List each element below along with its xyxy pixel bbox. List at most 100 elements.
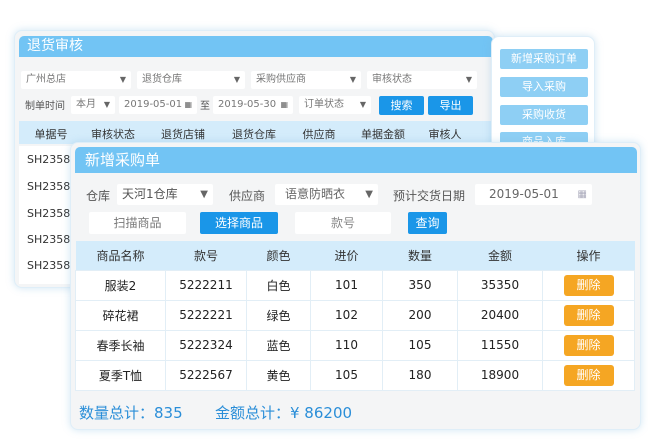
- delete-button[interactable]: 删除: [563, 334, 614, 356]
- warehouse-value: 退货仓库: [142, 74, 182, 85]
- column-header: 颜色: [246, 241, 311, 270]
- table-cell: 碎花裙: [75, 299, 166, 331]
- table-row[interactable]: SH2358: [27, 153, 71, 166]
- supplier-label: 供应商: [229, 189, 266, 203]
- table-cell: 夏季T恤: [75, 359, 166, 391]
- column-header: 进价: [310, 241, 383, 270]
- total-amount: 金额总计：¥ 86200: [215, 404, 353, 422]
- calendar-icon: ▦: [184, 100, 192, 109]
- table-cell: 5222221: [165, 299, 247, 331]
- column-header: 退货仓库: [232, 128, 276, 141]
- column-header: 单据金额: [361, 128, 405, 141]
- table-cell: 黄色: [246, 359, 311, 391]
- order-status-select[interactable]: 订单状态 ▼: [299, 96, 371, 114]
- period-value: 本月: [76, 99, 96, 110]
- warehouse-select[interactable]: 天河1仓库 ▼: [117, 184, 213, 205]
- table-cell: 350: [382, 269, 458, 301]
- store-value: 广州总店: [26, 74, 66, 85]
- panel-title: 新增采购单: [75, 147, 637, 173]
- table-cell: 35350: [457, 269, 543, 301]
- table-header: 商品名称 款号 颜色 进价 数量 金额 操作: [75, 241, 635, 270]
- goods-table: 商品名称 款号 颜色 进价 数量 金额 操作 服装2 5222211 白色 101 35…: [75, 241, 635, 391]
- column-header: 审核人: [428, 128, 462, 141]
- chevron-down-icon: ▼: [103, 100, 110, 109]
- delete-button[interactable]: 删除: [563, 364, 614, 386]
- panel-title: 退货审核: [19, 36, 493, 57]
- column-header: 操作: [542, 241, 635, 270]
- chevron-down-icon: ▼: [119, 75, 126, 84]
- column-header: 退货店铺: [161, 128, 205, 141]
- table-cell: 5222567: [165, 359, 247, 391]
- supplier-value: 采购供应商: [256, 74, 306, 85]
- table-cell: 服装2: [75, 269, 166, 301]
- table-cell: 删除: [542, 329, 635, 361]
- supplier-select[interactable]: 采购供应商 ▼: [251, 71, 361, 89]
- warehouse-label: 仓库: [86, 189, 111, 203]
- column-header: 单据号: [34, 128, 68, 141]
- column-header: 审核状态: [91, 128, 135, 141]
- table-row[interactable]: SH2358: [27, 180, 71, 193]
- action-menu: 新增采购订单 导入采购 采购收货 商品入库: [491, 36, 595, 163]
- menu-import-purchase[interactable]: 导入采购: [500, 77, 588, 97]
- table-row: 夏季T恤 5222567 黄色 105 180 18900 删除: [75, 359, 635, 391]
- chevron-down-icon: ▼: [359, 100, 366, 109]
- table-cell: 20400: [457, 299, 543, 331]
- table-row: 碎花裙 5222221 绿色 102 200 20400 删除: [75, 299, 635, 331]
- chevron-down-icon: ▼: [465, 75, 472, 84]
- table-cell: 180: [382, 359, 458, 391]
- chevron-down-icon: ▼: [349, 75, 356, 84]
- menu-new-purchase-order[interactable]: 新增采购订单: [500, 49, 588, 69]
- delete-button[interactable]: 删除: [563, 274, 614, 296]
- column-header: 数量: [382, 241, 458, 270]
- table-cell: 删除: [542, 269, 635, 301]
- supplier-value: 语意防晒衣: [285, 187, 346, 201]
- to-label: 至: [200, 101, 210, 112]
- search-button[interactable]: 搜索: [379, 96, 424, 115]
- table-cell: 105: [382, 329, 458, 361]
- export-button[interactable]: 导出: [428, 96, 473, 115]
- table-row: 春季长袖 5222324 蓝色 110 105 11550 删除: [75, 329, 635, 361]
- total-quantity: 数量总计：835: [79, 404, 183, 422]
- warehouse-value: 天河1仓库: [122, 187, 178, 201]
- period-select[interactable]: 本月 ▼: [71, 96, 115, 114]
- column-header: 商品名称: [75, 241, 166, 270]
- date-from-value: 2019-05-01: [124, 99, 183, 110]
- table-cell: 5222324: [165, 329, 247, 361]
- delivery-date-label: 预计交货日期: [393, 189, 466, 203]
- table-row: 服装2 5222211 白色 101 350 35350 删除: [75, 269, 635, 301]
- table-cell: 200: [382, 299, 458, 331]
- date-from-input[interactable]: 2019-05-01 ▦: [119, 96, 197, 114]
- table-cell: 101: [310, 269, 383, 301]
- query-button[interactable]: 查询: [408, 212, 447, 234]
- supplier-select[interactable]: 语意防晒衣 ▼: [275, 184, 378, 205]
- review-status-select[interactable]: 审核状态 ▼: [367, 71, 477, 89]
- table-row[interactable]: SH2358: [27, 207, 71, 220]
- delete-button[interactable]: 删除: [563, 304, 614, 326]
- table-cell: 白色: [246, 269, 311, 301]
- store-select[interactable]: 广州总店 ▼: [21, 71, 131, 89]
- style-number-input[interactable]: 款号: [295, 212, 391, 234]
- table-cell: 删除: [542, 359, 635, 391]
- column-header: 供应商: [302, 128, 336, 141]
- date-to-input[interactable]: 2019-05-30 ▦: [213, 96, 293, 114]
- warehouse-select[interactable]: 退货仓库 ▼: [137, 71, 245, 89]
- choose-goods-button[interactable]: 选择商品: [200, 212, 278, 234]
- chevron-down-icon: ▼: [365, 189, 373, 200]
- date-to-value: 2019-05-30: [218, 99, 277, 110]
- chevron-down-icon: ▼: [200, 189, 208, 200]
- calendar-icon: ▦: [577, 189, 587, 200]
- table-cell: 5222211: [165, 269, 247, 301]
- table-cell: 102: [310, 299, 383, 331]
- review-status-value: 审核状态: [372, 74, 412, 85]
- order-status-value: 订单状态: [304, 99, 344, 110]
- scan-goods-input[interactable]: 扫描商品: [89, 212, 186, 234]
- table-cell: 18900: [457, 359, 543, 391]
- column-header: 金额: [457, 241, 543, 270]
- table-row[interactable]: SH2358: [27, 259, 71, 272]
- column-header: 款号: [165, 241, 247, 270]
- menu-purchase-receipt[interactable]: 采购收货: [500, 105, 588, 125]
- delivery-date-input[interactable]: 2019-05-01 ▦: [475, 184, 592, 205]
- table-cell: 110: [310, 329, 383, 361]
- table-row[interactable]: SH2358: [27, 233, 71, 246]
- calendar-icon: ▦: [280, 100, 288, 109]
